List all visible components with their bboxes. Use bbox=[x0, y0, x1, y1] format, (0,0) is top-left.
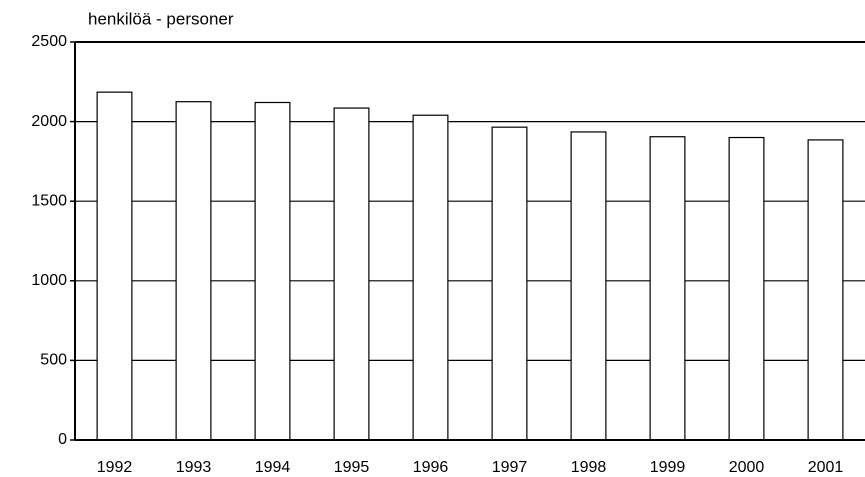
y-tick-label: 500 bbox=[40, 352, 67, 369]
x-tick-label: 1992 bbox=[97, 459, 133, 476]
bar bbox=[96, 91, 133, 441]
bar bbox=[175, 101, 212, 441]
y-axis-label: henkilöä - personer bbox=[88, 9, 234, 28]
bar bbox=[728, 136, 765, 441]
x-tick-label: 2001 bbox=[808, 459, 844, 476]
x-tick-label: 1996 bbox=[413, 459, 449, 476]
x-tick-label: 1993 bbox=[176, 459, 212, 476]
bar bbox=[649, 136, 686, 441]
x-tick-label: 1994 bbox=[255, 459, 291, 476]
bar bbox=[254, 101, 291, 441]
bar bbox=[412, 114, 449, 441]
y-tick-label: 1500 bbox=[31, 192, 67, 209]
y-tick-label: 2500 bbox=[31, 33, 67, 50]
bar bbox=[570, 131, 607, 441]
x-tick-label: 1999 bbox=[650, 459, 686, 476]
x-tick-label: 2000 bbox=[729, 459, 765, 476]
x-tick-label: 1998 bbox=[571, 459, 607, 476]
bar bbox=[333, 107, 370, 441]
y-tick-label: 0 bbox=[58, 431, 67, 448]
bar bbox=[491, 126, 528, 441]
y-tick-label: 1000 bbox=[31, 272, 67, 289]
y-tick-label: 2000 bbox=[31, 113, 67, 130]
x-tick-label: 1997 bbox=[492, 459, 528, 476]
x-tick-label: 1995 bbox=[334, 459, 370, 476]
bar bbox=[807, 139, 844, 441]
